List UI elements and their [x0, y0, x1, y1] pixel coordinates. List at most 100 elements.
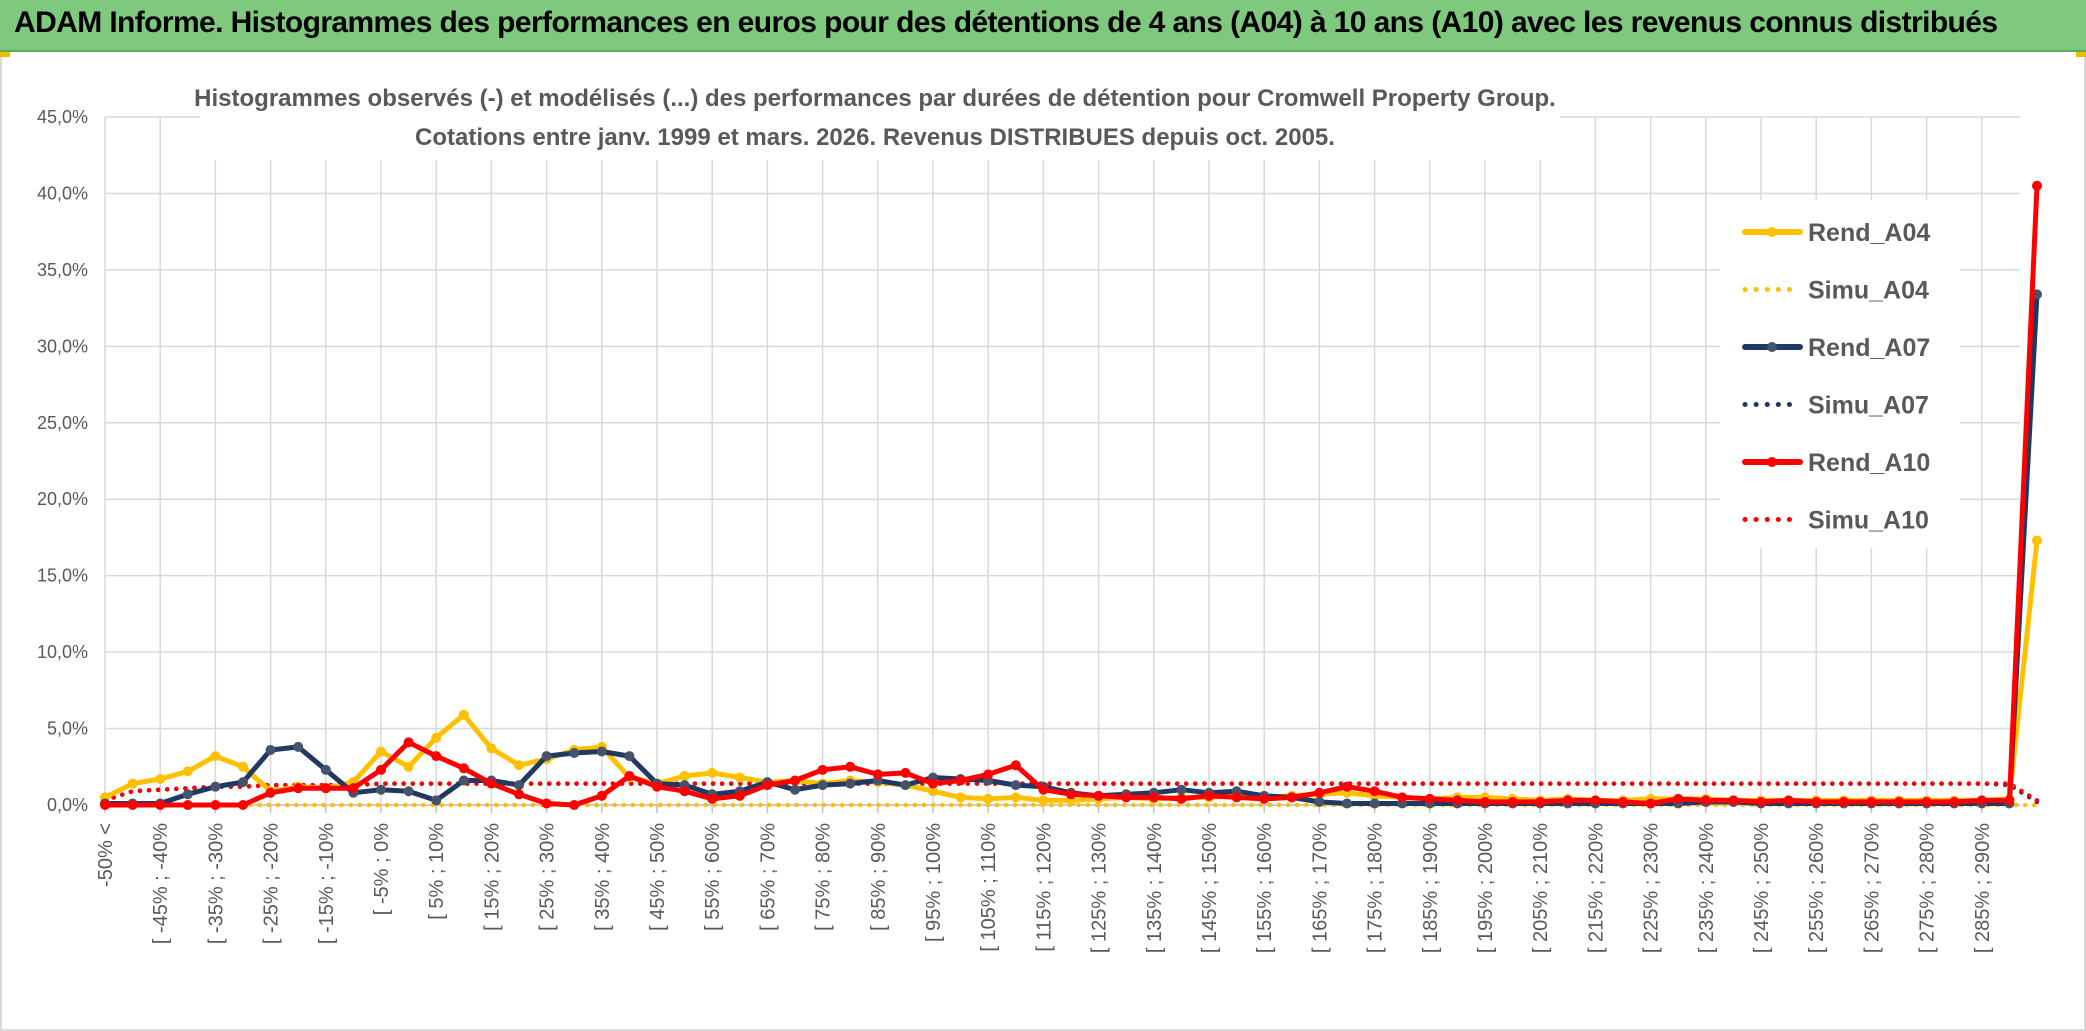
- data-point: [431, 751, 442, 762]
- data-point: [928, 786, 938, 797]
- x-tick-label: [ 85% ; 90%: [868, 823, 890, 931]
- y-tick-label: 40,0%: [37, 183, 88, 203]
- data-point: [1866, 796, 1877, 807]
- data-point: [182, 766, 193, 777]
- x-tick-label: [ 115% ; 120%: [1033, 823, 1055, 952]
- x-tick-label: [ 135% ; 140%: [1144, 823, 1166, 953]
- data-point: [1010, 780, 1021, 791]
- data-point: [1921, 796, 1932, 807]
- data-point: [1976, 795, 1987, 806]
- data-point: [1452, 795, 1463, 806]
- data-point: [900, 767, 911, 778]
- data-point: [1949, 796, 1960, 807]
- data-point: [624, 770, 635, 781]
- data-point: [1176, 784, 1187, 795]
- data-point: [238, 761, 248, 772]
- data-point: [155, 800, 166, 810]
- data-point: [762, 780, 773, 791]
- legend-label: Rend_A07: [1808, 334, 1930, 362]
- x-tick-label: [ -25% ; -20%: [261, 823, 283, 944]
- data-point: [1894, 796, 1904, 807]
- y-tick-label: 15,0%: [37, 566, 88, 586]
- data-point: [845, 761, 856, 772]
- data-point: [514, 780, 524, 791]
- data-point: [1424, 793, 1435, 804]
- data-point: [265, 744, 276, 755]
- header-title: ADAM Informe. Histogrammes des performan…: [14, 6, 1998, 39]
- y-tick-label: 25,0%: [37, 413, 88, 433]
- data-point: [458, 763, 469, 774]
- chart-title: Histogrammes observés (-) et modélisés (…: [194, 85, 1556, 112]
- data-point: [210, 781, 221, 792]
- data-point: [928, 778, 938, 789]
- data-point: [1673, 793, 1684, 804]
- data-point: [2004, 795, 2015, 806]
- y-tick-label: 10,0%: [37, 642, 88, 662]
- data-point: [1535, 796, 1546, 807]
- data-point: [2032, 535, 2042, 546]
- data-point: [376, 746, 386, 757]
- data-point: [707, 767, 718, 778]
- y-tick-label: 30,0%: [37, 336, 88, 356]
- x-tick-label: [ 185% ; 190%: [1420, 823, 1442, 953]
- data-point: [596, 790, 607, 801]
- data-point: [431, 732, 442, 743]
- data-point: [1369, 786, 1380, 797]
- header-banner: ADAM Informe. Histogrammes des performan…: [0, 0, 2086, 52]
- x-tick-label: [ 145% ; 150%: [1199, 823, 1221, 953]
- data-point: [817, 780, 828, 791]
- data-point: [403, 786, 414, 797]
- x-tick-label: [ 125% ; 130%: [1089, 823, 1111, 953]
- data-point: [1645, 798, 1656, 809]
- data-point: [596, 746, 607, 757]
- data-point: [1728, 795, 1739, 806]
- x-tick-label: [ 45% ; 50%: [647, 823, 669, 931]
- legend-marker: [1767, 457, 1777, 467]
- data-point: [127, 778, 138, 789]
- x-tick-label: [ 165% ; 170%: [1309, 823, 1331, 953]
- data-point: [514, 760, 524, 771]
- x-tick-label: [ 35% ; 40%: [592, 823, 614, 931]
- legend: Rend_A04 Simu_A04 Rend_A07 Simu_A07 Rend_A10…: [1720, 200, 1960, 548]
- legend-marker: [1767, 342, 1777, 352]
- data-point: [431, 795, 442, 806]
- data-point: [293, 783, 304, 794]
- data-point: [1010, 792, 1021, 803]
- x-tick-label: [ 55% ; 60%: [702, 823, 724, 931]
- data-point: [1342, 798, 1352, 809]
- data-point: [348, 783, 359, 794]
- corner-accent-left: [0, 52, 10, 57]
- data-point: [155, 774, 166, 785]
- x-tick-label: [ 265% ; 270%: [1861, 823, 1883, 953]
- legend-label: Simu_A07: [1808, 392, 1929, 420]
- x-tick-label: -50% <: [95, 823, 117, 887]
- data-point: [872, 769, 883, 780]
- data-point: [1231, 792, 1242, 803]
- y-tick-label: 5,0%: [47, 719, 88, 739]
- data-point: [320, 764, 331, 775]
- data-point: [458, 775, 469, 786]
- x-tick-label: [ 95% ; 100%: [923, 823, 945, 942]
- x-tick-label: [ -35% ; -30%: [205, 823, 227, 944]
- data-point: [817, 764, 828, 775]
- data-point: [845, 778, 856, 789]
- x-tick-label: [ 255% ; 260%: [1806, 823, 1828, 953]
- data-point: [1038, 795, 1049, 806]
- data-point: [514, 789, 524, 800]
- chart-subtitle: Cotations entre janv. 1999 et mars. 2026…: [415, 124, 1335, 151]
- x-tick-label: [ 275% ; 280%: [1917, 823, 1939, 953]
- data-point: [320, 783, 331, 794]
- x-tick-label: [ 245% ; 250%: [1751, 823, 1773, 953]
- data-point: [458, 709, 469, 720]
- data-point: [1369, 798, 1380, 809]
- x-tick-label: [ 155% ; 160%: [1254, 823, 1276, 953]
- data-point: [1314, 796, 1325, 807]
- data-point: [790, 775, 800, 786]
- data-point: [376, 764, 386, 775]
- data-point: [182, 800, 193, 810]
- data-point: [1700, 795, 1711, 806]
- data-point: [983, 793, 994, 804]
- data-point: [679, 786, 690, 797]
- x-tick-label: [ 225% ; 230%: [1641, 823, 1663, 953]
- data-point: [376, 784, 386, 795]
